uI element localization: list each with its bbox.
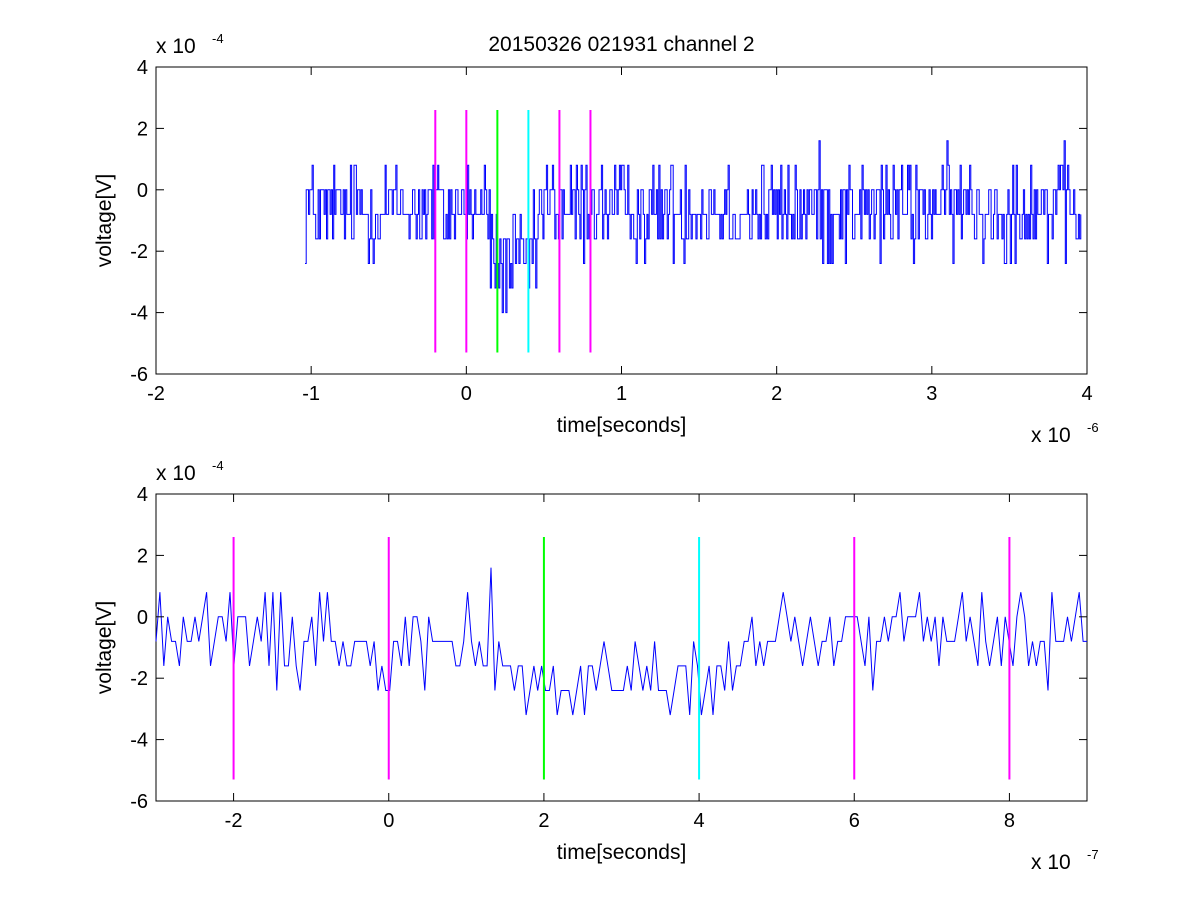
x-tick-label: 3	[926, 383, 937, 405]
chart-title: 20150326 021931 channel 2	[488, 33, 754, 56]
y-tick-label: 4	[137, 57, 148, 79]
y-tick-label: -6	[130, 364, 148, 386]
x-tick-label: 0	[461, 383, 472, 405]
x-tick-label: 4	[694, 810, 705, 832]
y-tick-label: 2	[137, 545, 148, 567]
x-tick-label: 8	[1004, 810, 1015, 832]
x-axis-label: time[seconds]	[557, 841, 687, 864]
x-tick-label: 6	[849, 810, 860, 832]
axes-box	[155, 493, 1088, 802]
x-multiplier: x 10	[1031, 851, 1071, 874]
x-tick-label: 2	[538, 810, 549, 832]
y-tick-label: -2	[130, 668, 148, 690]
y-tick-label: -4	[130, 303, 148, 325]
x-tick-label: 1	[616, 383, 627, 405]
x-multiplier-exponent: -6	[1087, 420, 1099, 435]
signal-trace	[155, 567, 1087, 716]
y-multiplier-exponent: -4	[212, 458, 224, 473]
y-tick-label: 4	[137, 484, 148, 506]
y-tick-label: 0	[137, 607, 148, 629]
axes-box	[155, 66, 1088, 375]
x-tick-label: -1	[302, 383, 320, 405]
x-tick-label: 4	[1081, 383, 1092, 405]
y-tick-label: 2	[137, 118, 148, 140]
y-tick-label: -6	[130, 791, 148, 813]
y-tick-label: 0	[137, 180, 148, 202]
x-tick-label: -2	[225, 810, 243, 832]
y-tick-label: -4	[130, 730, 148, 752]
x-multiplier: x 10	[1031, 424, 1071, 447]
y-axis-label: voltage[V]	[93, 601, 116, 694]
signal-trace	[305, 140, 1082, 314]
y-multiplier: x 10	[156, 35, 196, 58]
y-multiplier: x 10	[156, 462, 196, 485]
x-multiplier-exponent: -7	[1087, 847, 1099, 862]
y-tick-label: -2	[130, 241, 148, 263]
y-multiplier-exponent: -4	[212, 31, 224, 46]
x-tick-label: 2	[771, 383, 782, 405]
x-tick-label: -2	[147, 383, 165, 405]
x-tick-label: 0	[383, 810, 394, 832]
y-axis-label: voltage[V]	[93, 174, 116, 267]
x-axis-label: time[seconds]	[557, 414, 687, 437]
top-plot: -2 -1 0 1 2 3 4 -6 -4 -2 0 2 4 time[seconds] voltage[V…	[93, 31, 1099, 447]
bottom-plot: -2 0 2 4 6 8 -6 -4 -2 0 2 4 time[seconds] voltage[V] x…	[93, 458, 1099, 874]
